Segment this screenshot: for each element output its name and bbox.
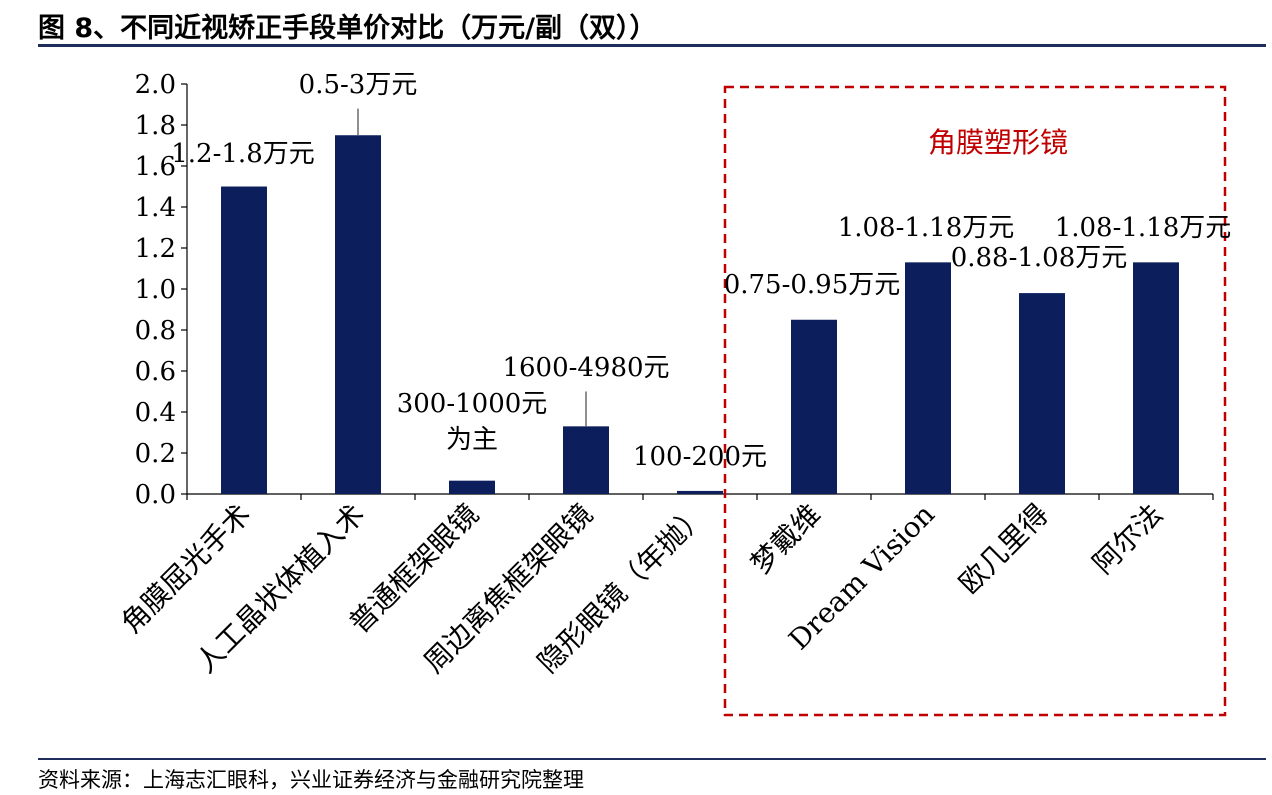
- bar: [221, 186, 267, 494]
- data-label: 1.08-1.18万元: [1055, 213, 1232, 243]
- source-note: 资料来源：上海志汇眼科，兴业证券经济与金融研究院整理: [38, 768, 584, 792]
- footer-rule: [38, 758, 1266, 760]
- bar: [1133, 262, 1179, 494]
- bar: [563, 426, 609, 494]
- orthok-highlight-box: [723, 85, 1227, 717]
- data-label: 1.08-1.18万元: [838, 213, 1015, 243]
- bar: [1019, 293, 1065, 494]
- data-label: 0.5-3万元: [299, 70, 418, 100]
- x-category-label: 阿尔法: [1086, 498, 1169, 581]
- x-category-label: 欧几里得: [952, 498, 1055, 601]
- title-rule: [38, 44, 1266, 47]
- y-tick-label: 1.0: [135, 275, 176, 305]
- data-label: 0.75-0.95万元: [724, 270, 901, 300]
- data-label: 1600-4980元: [502, 353, 669, 383]
- y-tick-label: 0.0: [135, 480, 176, 510]
- chart-title: 图 8、不同近视矫正手段单价对比（万元/副（双））: [38, 13, 657, 44]
- y-tick-label: 1.8: [135, 111, 176, 141]
- y-tick-label: 0.6: [135, 357, 176, 387]
- x-category-label: 梦戴维: [744, 498, 827, 581]
- y-tick-label: 1.2: [135, 234, 176, 264]
- y-tick-label: 2.0: [135, 70, 176, 100]
- bar-chart: 0.0 0.2 0.4 0.6 0.8 1.0 1.2 1.4 1.6 1.8 2.0 角膜塑形镜 1.…: [115, 70, 1232, 717]
- bar: [677, 490, 723, 494]
- data-label: 100-200元: [633, 442, 767, 472]
- y-tick-label: 1.6: [135, 152, 176, 182]
- data-label: 0.88-1.08万元: [951, 243, 1128, 273]
- y-tick-label: 1.4: [135, 193, 176, 223]
- y-tick-label: 0.4: [135, 398, 176, 428]
- orthok-annotation: 角膜塑形镜: [928, 126, 1068, 159]
- bar: [335, 135, 381, 494]
- data-label: 300-1000元为主: [397, 389, 548, 455]
- y-tick-label: 0.8: [135, 316, 176, 346]
- y-tick-label: 0.2: [135, 439, 176, 469]
- bar: [791, 319, 837, 494]
- data-label: 1.2-1.8万元: [171, 139, 314, 169]
- bar: [905, 262, 951, 494]
- bar: [449, 480, 495, 494]
